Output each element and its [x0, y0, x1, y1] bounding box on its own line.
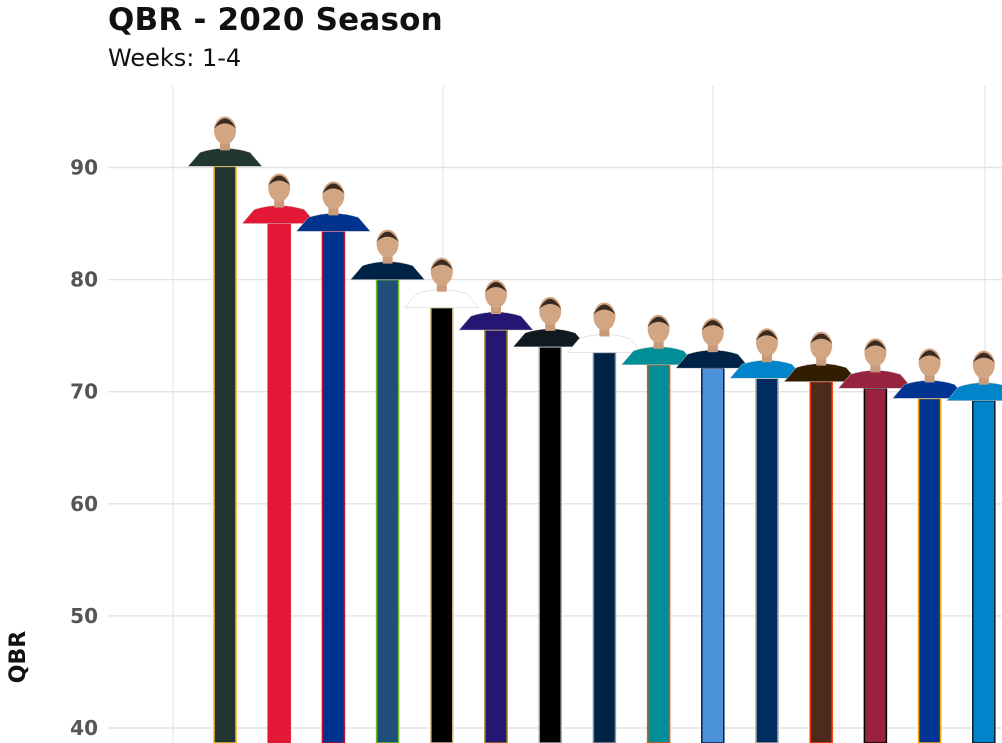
y-tick-label: 80 — [70, 268, 98, 292]
hair-shape — [268, 175, 291, 186]
player-headshots — [187, 116, 1002, 401]
hair-shape — [918, 350, 941, 361]
neck-shape — [816, 357, 827, 366]
player-headshot-icon — [946, 350, 1002, 401]
hair-shape — [864, 340, 887, 351]
hair-shape — [810, 333, 833, 344]
player-headshot-icon — [566, 302, 642, 353]
hair-shape — [647, 316, 670, 327]
neck-shape — [924, 374, 935, 383]
bar — [972, 399, 996, 743]
player-headshot-icon — [295, 181, 371, 232]
hair-shape — [430, 259, 453, 270]
player-headshot-icon — [350, 229, 426, 280]
jersey-shape — [241, 205, 317, 224]
player-headshot-icon — [458, 280, 534, 331]
neck-shape — [382, 255, 393, 264]
bar — [430, 306, 454, 743]
player-headshot-icon — [187, 116, 263, 167]
bar — [809, 380, 833, 743]
y-tick-label: 60 — [70, 492, 98, 516]
player-headshot-icon — [837, 338, 913, 389]
y-tick-label: 90 — [70, 156, 98, 180]
neck-shape — [220, 142, 230, 151]
hair-shape — [214, 118, 236, 129]
bar — [917, 397, 942, 743]
chart-title: QBR - 2020 Season — [108, 2, 443, 38]
neck-shape — [274, 199, 285, 208]
neck-shape — [978, 376, 989, 385]
neck-shape — [328, 207, 339, 216]
y-tick-label: 50 — [70, 604, 98, 628]
neck-shape — [436, 283, 447, 292]
player-headshot-icon — [512, 296, 588, 348]
bar — [646, 364, 671, 743]
jersey-shape — [458, 311, 534, 331]
hair-shape — [701, 320, 724, 331]
neck-shape — [870, 364, 881, 373]
hair-shape — [756, 330, 778, 341]
player-headshot-icon — [404, 257, 480, 308]
neck-shape — [491, 306, 501, 315]
bar — [538, 346, 562, 743]
chart-subtitle: Weeks: 1-4 — [108, 44, 242, 72]
player-headshot-icon — [621, 314, 697, 366]
jersey-shape — [187, 148, 263, 167]
player-headshot-icon — [675, 318, 751, 369]
hair-shape — [593, 304, 616, 315]
jersey-shape — [350, 261, 426, 280]
neck-shape — [545, 322, 556, 331]
jersey-shape — [675, 349, 751, 369]
player-headshot-icon — [892, 348, 968, 399]
bar — [755, 377, 779, 743]
bar — [863, 387, 888, 743]
player-headshot-icon — [783, 331, 859, 382]
neck-shape — [653, 340, 664, 349]
bar — [213, 165, 237, 743]
y-tick-label: 70 — [70, 380, 98, 404]
bar — [375, 278, 400, 743]
bars — [213, 165, 996, 743]
neck-shape — [707, 344, 718, 353]
neck-shape — [599, 328, 610, 337]
bar — [701, 367, 725, 743]
player-headshot-icon — [241, 173, 317, 224]
y-tick-label: 40 — [70, 716, 98, 740]
bar — [267, 222, 291, 743]
hair-shape — [485, 282, 507, 293]
neck-shape — [762, 354, 772, 363]
hair-shape — [376, 231, 399, 242]
bar — [321, 230, 346, 743]
y-axis-ticks: 40 50 60 70 80 90 — [70, 156, 98, 741]
bar — [592, 351, 617, 743]
hair-shape — [539, 298, 562, 309]
jersey-shape — [404, 289, 480, 308]
bar — [484, 329, 508, 743]
hair-shape — [322, 183, 345, 194]
player-headshot-icon — [729, 328, 805, 379]
y-axis-label: QBR — [6, 631, 31, 683]
hair-shape — [972, 352, 995, 363]
